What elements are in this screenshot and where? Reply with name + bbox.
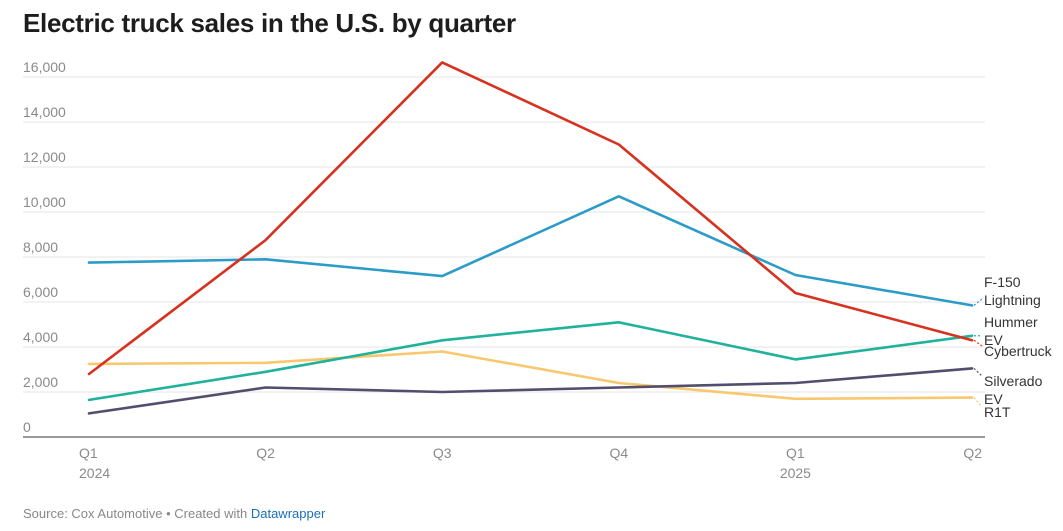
series-line-hummer-ev bbox=[87, 320, 974, 402]
y-tick-label: 8,000 bbox=[23, 239, 58, 255]
x-tick-label: Q3 bbox=[433, 445, 452, 461]
x-tick-label: Q1 bbox=[786, 445, 805, 461]
y-tick-label: 14,000 bbox=[23, 104, 66, 120]
y-tick-label: 12,000 bbox=[23, 149, 66, 165]
footer-separator: • bbox=[162, 506, 175, 521]
source-text: Source: Cox Automotive bbox=[23, 506, 163, 521]
series-line-f-150-lightning bbox=[87, 195, 974, 307]
y-tick-label: 10,000 bbox=[23, 194, 66, 210]
x-year-label: 2024 bbox=[79, 465, 110, 481]
series-label-silverado-ev: EV bbox=[984, 391, 1003, 407]
created-with-text: Created with bbox=[174, 506, 251, 521]
series-label-hummer-ev: EV bbox=[984, 332, 1003, 348]
series-label-cybertruck: Cybertruck bbox=[984, 343, 1053, 359]
footer: Source: Cox Automotive • Created with Da… bbox=[23, 506, 325, 521]
series-label-f-150-lightning: F-150 bbox=[984, 274, 1021, 290]
x-tick-label: Q2 bbox=[256, 445, 275, 461]
series-label-silverado-ev: Silverado bbox=[984, 373, 1043, 389]
y-tick-label: 0 bbox=[23, 419, 31, 435]
datawrapper-link[interactable]: Datawrapper bbox=[250, 506, 326, 521]
x-tick-label: Q2 bbox=[963, 445, 982, 461]
line-chart: 0 2,000 4,000 6,000 8,000 10,000 12,000 14,000 1… bbox=[23, 59, 1053, 481]
leader-r1t bbox=[973, 397, 983, 408]
series-label-r1t: R1T bbox=[984, 404, 1011, 420]
x-tick-label: Q4 bbox=[609, 445, 628, 461]
grid-lines bbox=[23, 76, 985, 438]
y-tick-label: 4,000 bbox=[23, 329, 58, 345]
series-label-f-150-lightning: Lightning bbox=[984, 292, 1041, 308]
chart-title: Electric truck sales in the U.S. by quar… bbox=[23, 8, 516, 38]
leader-f-150-lightning bbox=[973, 298, 983, 306]
y-tick-label: 16,000 bbox=[23, 59, 66, 75]
series-line-cybertruck bbox=[87, 61, 974, 376]
x-axis: Q1 Q2 Q3 Q4 Q1 Q2 2024 2025 bbox=[79, 445, 982, 481]
series-lines bbox=[87, 61, 974, 415]
x-year-label: 2025 bbox=[780, 465, 811, 481]
series-label-hummer-ev: Hummer bbox=[984, 314, 1038, 330]
y-tick-label: 6,000 bbox=[23, 284, 58, 300]
series-labels: F-150 Lightning Cybertruck Hummer EV Silverad… bbox=[973, 274, 1053, 420]
leader-silverado-ev bbox=[973, 367, 983, 377]
series-line-r1t bbox=[87, 350, 974, 401]
leader-cybertruck bbox=[973, 339, 983, 347]
y-tick-label: 2,000 bbox=[23, 374, 58, 390]
series-line-silverado-ev bbox=[87, 367, 974, 415]
y-axis: 0 2,000 4,000 6,000 8,000 10,000 12,000 14,000 1… bbox=[23, 59, 66, 435]
x-tick-label: Q1 bbox=[79, 445, 98, 461]
